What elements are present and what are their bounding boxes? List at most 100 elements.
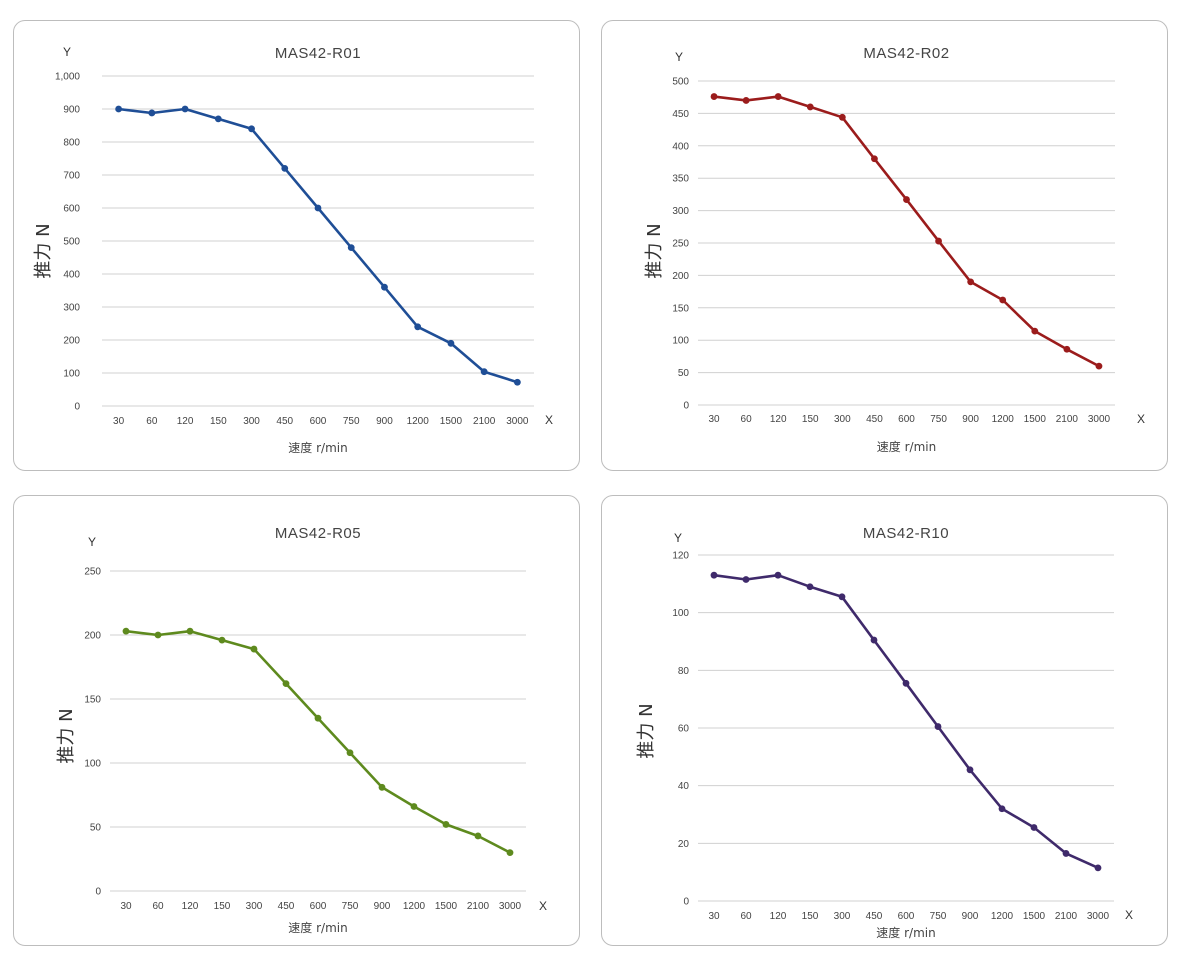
data-point: [506, 849, 514, 856]
y-tick-label: 450: [672, 109, 689, 120]
x-tick-label: 900: [374, 901, 391, 912]
y-tick-label: 50: [90, 823, 102, 834]
data-point: [1030, 824, 1038, 831]
x-tick-label: 750: [343, 416, 360, 427]
y-tick-label: 100: [84, 759, 101, 770]
y-axis-label: 推力 N: [636, 703, 657, 758]
y-tick-label: 0: [683, 897, 689, 908]
series-line: [117, 107, 519, 384]
y-tick-label: 1,000: [55, 72, 80, 83]
x-tick-label: 60: [152, 901, 164, 912]
data-point: [346, 749, 354, 757]
x-tick-label: 450: [278, 901, 295, 912]
x-tick-label: 1200: [992, 414, 1015, 425]
x-tick-label: 60: [146, 416, 158, 427]
chart-panel-r10: MAS42-R10 0 20 40 60 80 100 120 30 60 120 150 300 450…: [601, 495, 1168, 946]
data-point: [250, 645, 258, 653]
y-tick-label: 40: [678, 781, 690, 792]
x-tick-label: 2100: [1055, 911, 1078, 922]
x-tick-label: 750: [930, 911, 947, 922]
data-point: [871, 155, 878, 163]
data-point: [710, 93, 718, 100]
x-tick-label: 750: [930, 414, 947, 425]
y-tick-label: 100: [672, 336, 689, 347]
y-axis-letter: Y: [675, 50, 683, 64]
data-point: [314, 204, 322, 212]
y-axis-letter: Y: [674, 531, 682, 545]
data-point: [902, 679, 910, 687]
x-tick-label: 750: [342, 901, 359, 912]
data-point: [1095, 362, 1103, 370]
x-tick-label: 1200: [991, 911, 1014, 922]
data-point: [410, 803, 418, 810]
x-tick-label: 60: [741, 414, 753, 425]
data-point: [414, 323, 422, 331]
data-point: [1062, 850, 1070, 857]
data-point: [774, 571, 782, 579]
data-point: [870, 636, 878, 644]
x-tick-label: 600: [898, 911, 915, 922]
data-point: [314, 714, 322, 722]
x-tick-label: 600: [310, 416, 327, 427]
y-tick-label: 200: [63, 336, 80, 347]
data-point: [442, 821, 450, 828]
data-point: [903, 196, 910, 203]
data-point: [742, 576, 750, 583]
data-point: [282, 680, 290, 688]
chart-svg: MAS42-R05 0 50 100 150 200 250 30 60 120 150 300 450…: [56, 525, 547, 935]
x-tick-label: 450: [866, 414, 883, 425]
chart-title: MAS42-R10: [863, 525, 949, 542]
x-tick-label: 30: [708, 911, 720, 922]
data-point: [742, 97, 750, 104]
y-tick-label: 700: [63, 171, 80, 182]
y-tick-label: 300: [63, 303, 80, 314]
data-point: [214, 115, 222, 123]
y-tick-label: 250: [672, 239, 689, 250]
x-tick-label: 150: [802, 414, 819, 425]
data-point: [186, 627, 194, 635]
y-tick-label: 0: [683, 401, 689, 412]
y-tick-label: 800: [63, 138, 80, 149]
data-point: [378, 783, 386, 791]
data-point: [1031, 327, 1039, 335]
x-tick-label: 450: [276, 416, 293, 427]
x-axis-letter: X: [1137, 412, 1145, 426]
x-tick-label: 1500: [435, 901, 458, 912]
data-point: [154, 631, 162, 639]
x-tick-label: 900: [376, 416, 393, 427]
data-point: [148, 109, 156, 117]
x-axis-letter: X: [545, 413, 553, 427]
data-point: [1063, 345, 1071, 353]
data-point: [934, 723, 942, 730]
chart-svg: MAS42-R01 0 100 200 300 400 500 600 700 800 900 1,0…: [33, 45, 553, 455]
data-point: [998, 805, 1006, 813]
y-tick-label: 200: [672, 271, 689, 282]
x-tick-label: 300: [243, 416, 260, 427]
data-point: [710, 571, 718, 579]
chart-panel-r02: MAS42-R02 0 50 100 150 200 250 300 350 400 450 500 3…: [601, 20, 1168, 471]
x-axis-letter: X: [1125, 908, 1133, 922]
data-point: [281, 165, 289, 172]
y-axis-label: 推力 N: [644, 223, 665, 278]
series-line: [124, 629, 512, 854]
x-axis-label: 速度 r/min: [288, 920, 347, 935]
data-point: [838, 593, 846, 601]
y-tick-label: 400: [672, 141, 689, 152]
x-tick-label: 3000: [506, 416, 529, 427]
x-tick-label: 30: [113, 416, 125, 427]
y-tick-label: 0: [95, 887, 101, 898]
x-tick-label: 120: [177, 416, 194, 427]
data-point: [966, 766, 974, 774]
x-tick-label: 30: [708, 414, 720, 425]
y-tick-label: 900: [63, 105, 80, 116]
x-tick-label: 450: [866, 911, 883, 922]
x-tick-label: 1500: [1024, 414, 1047, 425]
data-point: [806, 583, 814, 591]
y-axis-label: 推力 N: [56, 708, 77, 763]
y-tick-label: 100: [63, 369, 80, 380]
y-tick-label: 20: [678, 839, 690, 850]
y-axis-label: 推力 N: [33, 223, 54, 278]
data-point: [248, 125, 255, 133]
chart-svg: MAS42-R02 0 50 100 150 200 250 300 350 400 450 500 3…: [644, 45, 1145, 454]
x-tick-label: 1500: [440, 416, 463, 427]
